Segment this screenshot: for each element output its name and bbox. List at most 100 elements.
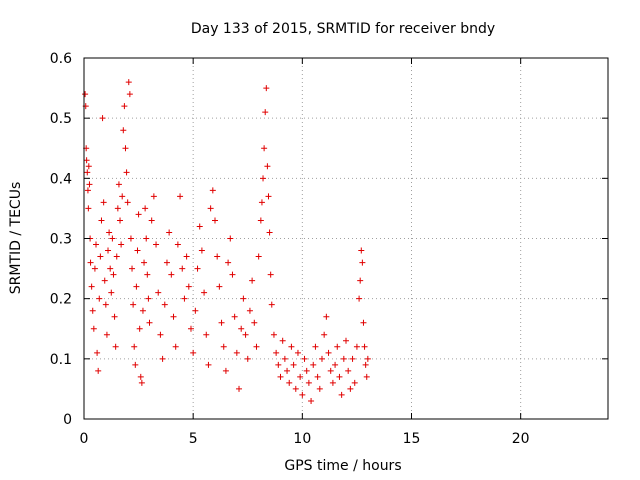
y-tick-label: 0.6 [50, 51, 72, 67]
data-point [314, 373, 321, 380]
data-point [297, 373, 304, 380]
data-point [229, 271, 236, 278]
data-point [329, 379, 336, 386]
data-point [246, 307, 253, 314]
data-point [113, 253, 120, 260]
data-point [273, 349, 280, 356]
data-point [142, 205, 149, 212]
data-point [89, 307, 96, 314]
y-tick-label: 0.4 [50, 171, 72, 187]
data-point [85, 205, 92, 212]
data-point [148, 217, 155, 224]
data-point [205, 361, 212, 368]
y-tick-label: 0.1 [50, 352, 72, 368]
x-tick-label: 15 [403, 431, 421, 447]
data-point [101, 277, 108, 284]
x-tick-label: 20 [512, 431, 530, 447]
data-point [327, 367, 334, 374]
y-tick-label: 0.3 [50, 232, 72, 248]
data-point [93, 241, 100, 248]
data-point [359, 259, 366, 266]
data-point [310, 361, 317, 368]
y-tick-label: 0.2 [50, 292, 72, 308]
data-point [85, 163, 92, 170]
y-tick-label: 0.5 [50, 111, 72, 127]
data-point [102, 301, 109, 308]
data-point [240, 295, 247, 302]
data-point [345, 367, 352, 374]
data-point [143, 235, 150, 242]
y-axis-label: SRMTID / TECUs [8, 182, 24, 295]
data-point [264, 163, 271, 170]
data-point [347, 385, 354, 392]
data-point [183, 253, 190, 260]
data-point [172, 343, 179, 350]
data-point [122, 145, 129, 152]
data-point [212, 217, 218, 224]
data-point [305, 379, 312, 386]
data-point [267, 271, 274, 278]
data-point [218, 319, 225, 326]
data-point [261, 145, 268, 152]
data-point [349, 355, 356, 362]
data-point [225, 259, 232, 266]
data-point [103, 331, 110, 338]
y-tick-label: 0 [63, 412, 72, 428]
data-point [163, 259, 170, 266]
data-point [238, 325, 245, 332]
data-point [145, 295, 152, 302]
data-point [357, 277, 364, 284]
data-point [137, 373, 144, 380]
data-point [130, 301, 137, 308]
data-point [136, 325, 143, 332]
data-point [363, 373, 370, 380]
data-point [87, 259, 94, 266]
data-point [108, 289, 115, 296]
data-point [260, 175, 267, 182]
data-point [181, 295, 188, 302]
data-point [321, 331, 328, 338]
data-point [124, 199, 131, 206]
data-point [138, 379, 145, 386]
data-point [159, 355, 166, 362]
data-point [187, 325, 194, 332]
data-point [360, 319, 367, 326]
data-point [286, 379, 293, 386]
data-point [308, 397, 315, 404]
data-point [83, 157, 90, 164]
data-point [153, 241, 160, 248]
axis-ticks [83, 57, 608, 420]
data-point [288, 343, 295, 350]
data-point [88, 283, 95, 290]
data-point [161, 301, 168, 308]
data-point [343, 337, 349, 344]
data-point [123, 169, 130, 176]
data-point [338, 391, 345, 398]
x-tick-label: 0 [80, 431, 89, 447]
data-point [236, 385, 243, 392]
data-point [99, 115, 106, 122]
data-point [258, 199, 265, 206]
data-point [220, 343, 227, 350]
data-point [179, 265, 186, 272]
data-point [194, 265, 201, 272]
data-point [168, 271, 175, 278]
data-point [144, 271, 151, 278]
data-point [127, 235, 134, 242]
data-point [106, 229, 113, 236]
data-point [120, 127, 127, 134]
data-point [192, 307, 199, 314]
data-point [361, 343, 368, 350]
data-point [107, 265, 114, 272]
data-point [157, 331, 164, 338]
data-point [190, 349, 197, 356]
data-point [174, 241, 181, 248]
data-point [109, 235, 116, 242]
data-point [270, 331, 277, 338]
data-point [82, 91, 89, 98]
data-point [126, 91, 133, 98]
data-point [284, 367, 291, 374]
data-point [362, 361, 369, 368]
x-tick-label: 5 [189, 431, 198, 447]
